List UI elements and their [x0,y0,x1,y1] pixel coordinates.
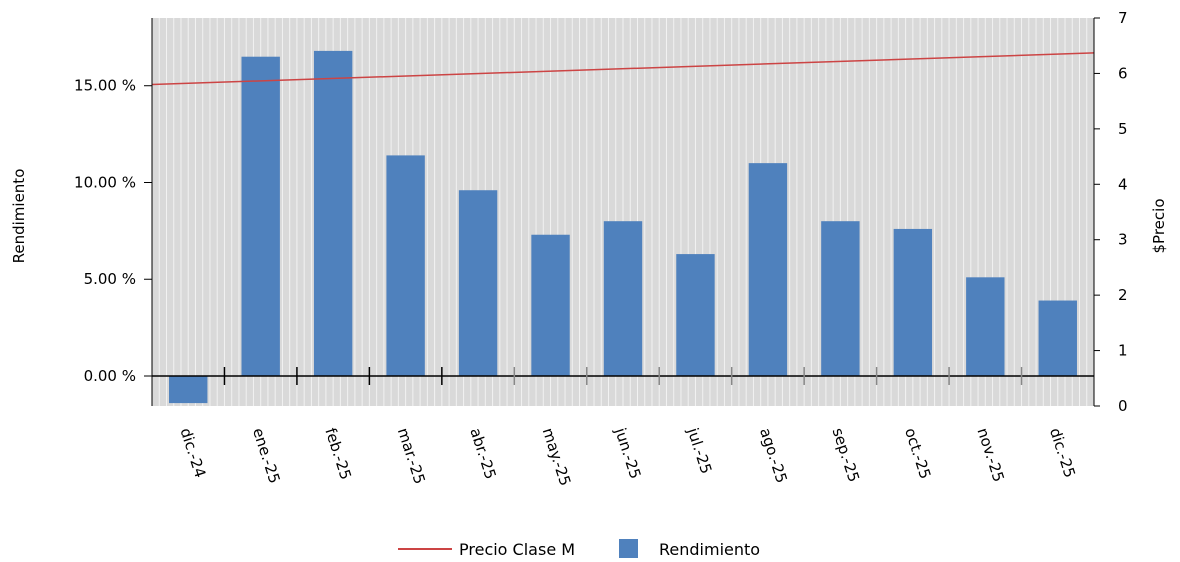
axes [151,18,1095,406]
bar-may.-25 [531,234,570,377]
left-tick-label: 10.00 % [74,173,136,191]
x-tick-labels: dic.-24 ene.-25 feb.-25 mar.-25 abr.-25 may.-… [176,425,1078,488]
right-tick-labels: 0 1 2 3 4 5 6 7 [1094,9,1128,415]
right-tick-label: 2 [1118,286,1128,304]
bar-sep.-25 [821,221,860,377]
x-tick-label: abr.-25 [466,426,499,482]
bar-dic.-24 [169,376,208,404]
x-tick-label: ago.-25 [756,426,791,486]
bar-ene.-25 [241,56,280,377]
right-tick-label: 6 [1118,64,1128,82]
right-tick-label: 5 [1118,120,1128,138]
x-tick-label: nov.-25 [974,426,1008,485]
bar-abr.-25 [458,190,498,377]
x-tick-label: jul.-25 [683,425,715,476]
bar-jun.-25 [603,221,643,377]
bar-oct.-25 [893,228,933,377]
x-tick-label: mar.-25 [394,426,429,487]
bar-nov.-25 [966,277,1005,377]
left-axis-title: Rendimiento [10,169,28,264]
bar-dic.-25 [1038,300,1077,377]
price-line [151,52,1095,86]
x-tick-label: ene.-25 [249,426,284,486]
bar-ago.-25 [748,163,788,377]
price-line-path [151,52,1095,86]
legend-bar-swatch [619,539,638,558]
bar-mar.-25 [386,155,425,377]
left-tick-label: 5.00 % [84,270,136,288]
legend-label-precio: Precio Clase M [459,540,575,559]
left-tick-labels: 0.00 % 5.00 % 10.00 % 15.00 % [74,77,152,385]
legend-label-rendimiento: Rendimiento [659,540,760,559]
right-tick-label: 0 [1118,397,1128,415]
left-tick-label: 15.00 % [74,77,136,95]
bar-jul.-25 [676,254,715,377]
x-tick-label: oct.-25 [901,426,934,482]
legend: Precio Clase M Rendimiento [398,539,760,559]
right-tick-label: 3 [1118,231,1128,249]
bars [169,50,1077,404]
right-tick-label: 4 [1118,175,1128,193]
x-tick-label: dic.-25 [1046,426,1079,480]
x-tick-label: may.-25 [539,426,575,488]
right-axis-title: $Precio [1150,199,1168,254]
left-tick-label: 0.00 % [84,367,136,385]
bar-feb.-25 [313,50,353,377]
x-tick-label: dic.-24 [176,426,209,480]
x-tick-label: jun.-25 [611,425,645,481]
x-tick-label: sep.-25 [829,426,863,485]
right-tick-label: 1 [1118,342,1128,360]
x-tick-label: feb.-25 [321,426,355,482]
right-tick-label: 7 [1118,9,1128,27]
